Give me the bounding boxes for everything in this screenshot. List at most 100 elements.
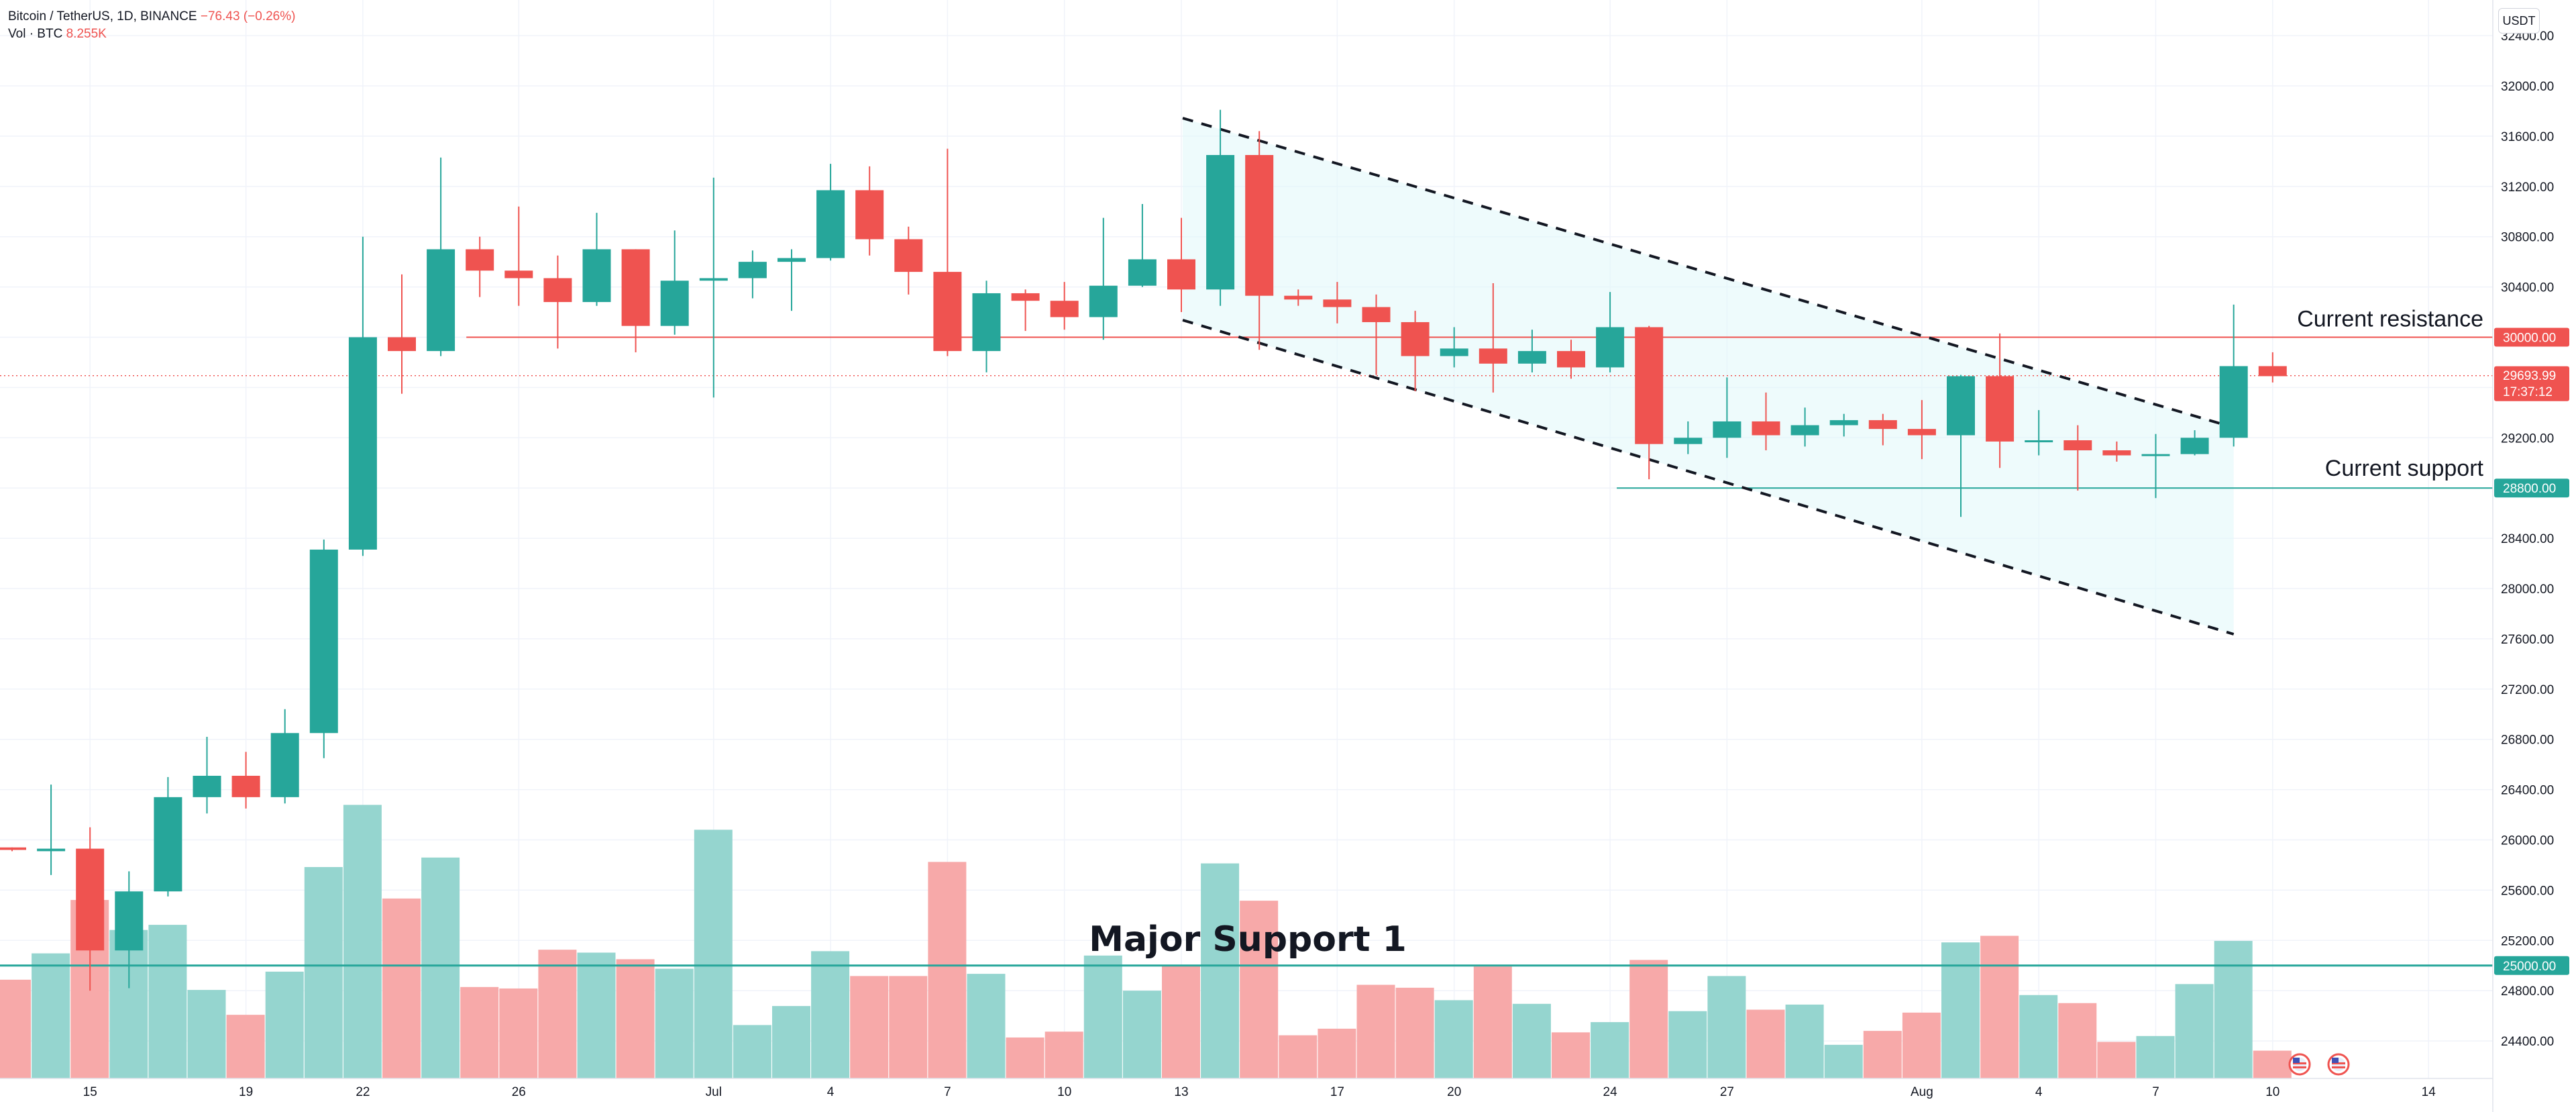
candle-body (816, 190, 845, 258)
time-tick-label: 4 (827, 1085, 835, 1099)
volume-bar (1552, 1032, 1590, 1078)
candle-body (1790, 425, 1819, 436)
support-price-tag: 28800.00 (2494, 478, 2569, 498)
time-tick-label: 10 (2265, 1085, 2279, 1099)
symbol-legend[interactable]: Bitcoin / TetherUS, 1D, BINANCE −76.43 (… (8, 9, 295, 24)
candle-body (1557, 351, 1585, 368)
candle (76, 827, 105, 991)
candle-body (309, 549, 338, 734)
candle (2219, 304, 2248, 447)
volume-label: Vol · BTC (8, 27, 63, 41)
candle-body (2219, 366, 2248, 438)
candle (1128, 204, 1157, 287)
candle (1167, 217, 1195, 313)
volume-bar (2175, 984, 2214, 1078)
volume-bar (382, 898, 421, 1078)
candle-body (2063, 440, 2092, 451)
candle-body (1011, 293, 1040, 301)
candle (1362, 294, 1391, 375)
candle-body (1440, 348, 1468, 356)
us-flag-event-icon[interactable] (2327, 1053, 2350, 1076)
volume-bar (226, 1015, 265, 1078)
price-tick-label: 30800.00 (2501, 231, 2554, 245)
candle-body (1713, 421, 1741, 438)
volume-bar (2136, 1035, 2175, 1078)
candle (1440, 327, 1468, 368)
price-tick-label: 32000.00 (2501, 80, 2554, 94)
volume-bar (1006, 1037, 1044, 1078)
candle-body (660, 281, 689, 326)
candle (2141, 434, 2170, 499)
candle (466, 236, 494, 297)
time-tick-label: 10 (1057, 1085, 1071, 1099)
volume-bar (889, 976, 928, 1078)
price-tick-label: 26000.00 (2501, 834, 2554, 848)
candle (504, 206, 533, 306)
candle (1790, 407, 1819, 447)
candle-body (1829, 420, 1858, 425)
price-tick-label: 24800.00 (2501, 984, 2554, 999)
volume-bar (1122, 991, 1161, 1078)
candle (0, 847, 26, 852)
volume-bar (850, 976, 889, 1078)
candle-body (1167, 259, 1195, 290)
descending-channel-lines (1182, 117, 2235, 636)
major-support-label: Major Support 1 (1089, 919, 1407, 960)
candle (1323, 282, 1352, 323)
candle (231, 752, 260, 809)
volume-bar (1434, 1000, 1473, 1078)
candle-body (231, 776, 260, 797)
candle (582, 213, 611, 306)
price-tick-label: 27600.00 (2501, 633, 2554, 647)
volume-bar (0, 979, 31, 1078)
candle-body (348, 337, 377, 550)
volume-bar (538, 950, 577, 1078)
candle (1868, 413, 1897, 446)
volume-bar (2019, 995, 2058, 1078)
bar-countdown-text: 17:37:12 (2503, 385, 2553, 399)
candle-body (1206, 154, 1235, 290)
candle (193, 736, 221, 814)
volume-bar (694, 829, 733, 1078)
volume-bar (187, 990, 226, 1078)
currency-selector[interactable]: USDT (2498, 8, 2540, 34)
candle (1752, 392, 1780, 451)
volume-bar (577, 952, 616, 1078)
candle-body (1596, 327, 1625, 368)
candle-body (1401, 322, 1430, 356)
candle (2180, 430, 2209, 456)
volume-value: 8.255K (66, 27, 107, 41)
candle-body (933, 272, 962, 352)
volume-legend[interactable]: Vol · BTC 8.255K (8, 27, 107, 42)
major-support-price-tag: 25000.00 (2494, 956, 2569, 975)
candle-body (2258, 366, 2287, 376)
candle (816, 164, 845, 261)
gridlines (0, 0, 2493, 1078)
candle-body (1089, 285, 1118, 317)
us-flag-event-icon[interactable] (2288, 1053, 2311, 1076)
volume-bar (772, 1006, 810, 1078)
price-axis[interactable]: 32400.0032000.0031600.0031200.0030800.00… (2501, 30, 2554, 1049)
candle (1401, 311, 1430, 392)
price-tick-label: 29200.00 (2501, 432, 2554, 446)
event-icons[interactable] (2288, 1053, 2350, 1076)
candle (777, 249, 806, 311)
resistance-label: Current resistance (2297, 307, 2483, 332)
volume-bar (421, 857, 460, 1078)
candle-body (1245, 154, 1274, 296)
candle-body (2025, 440, 2053, 443)
volume-bar (2253, 1050, 2292, 1078)
candle (388, 274, 416, 394)
candle (348, 236, 377, 556)
candle-body (1986, 376, 2015, 442)
time-axis[interactable]: 15 19 22 26 Jul 4 7 10 13 17 20 24 27 Aug 4 7 10 14 (83, 1085, 2436, 1099)
candle (855, 166, 884, 256)
candle (660, 230, 689, 335)
time-tick-label: 19 (239, 1085, 253, 1099)
candle-body (1674, 438, 1703, 444)
candle-body (1479, 348, 1507, 364)
candle (699, 177, 728, 398)
time-tick-label: 4 (2035, 1085, 2043, 1099)
volume-bar (1356, 984, 1395, 1078)
